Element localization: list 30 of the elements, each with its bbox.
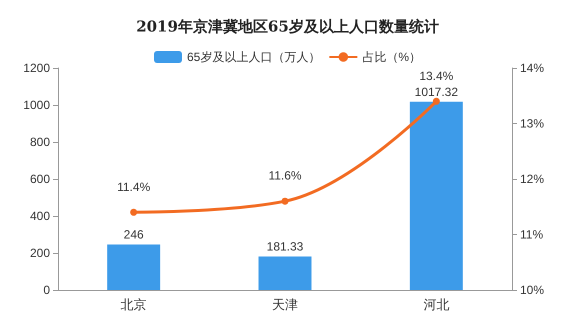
y-tick-label: 200 (30, 246, 50, 260)
data-label: 1017.32 (414, 84, 458, 99)
point (432, 98, 440, 105)
data-label: 11.6% (268, 168, 302, 183)
bar (410, 102, 463, 290)
y-tick-label: 400 (30, 209, 50, 223)
bar (107, 244, 160, 290)
x-tick-label: 河北 (423, 297, 450, 312)
y-tick-label: 1000 (23, 98, 50, 112)
data-label: 13.4% (419, 68, 454, 83)
y2-tick-label: 10% (520, 283, 544, 297)
bar (258, 256, 312, 290)
point (130, 208, 138, 216)
y2-tick-label: 14% (520, 61, 544, 75)
y2-tick-label: 11% (520, 228, 544, 242)
data-label: 11.4% (117, 180, 151, 194)
point (282, 198, 288, 205)
chart-title: 2019年京津冀地区65岁及以上人口数量统计 (136, 18, 439, 36)
y-tick-label: 600 (30, 172, 50, 186)
y2-tick-label: 13% (520, 116, 544, 130)
x-tick-label: 北京 (120, 297, 147, 312)
legend-label: 占比（%） (362, 50, 422, 64)
y-tick-label: 1200 (23, 61, 50, 75)
y-tick-label: 800 (30, 135, 50, 149)
legend-label: 65岁及以上人口（万人） (186, 50, 320, 64)
data-label: 246 (124, 227, 144, 242)
y2-tick-label: 12% (520, 172, 544, 186)
data-label: 181.33 (266, 239, 304, 254)
y-tick-label: 0 (43, 283, 50, 297)
x-tick-label: 天津 (272, 297, 298, 312)
